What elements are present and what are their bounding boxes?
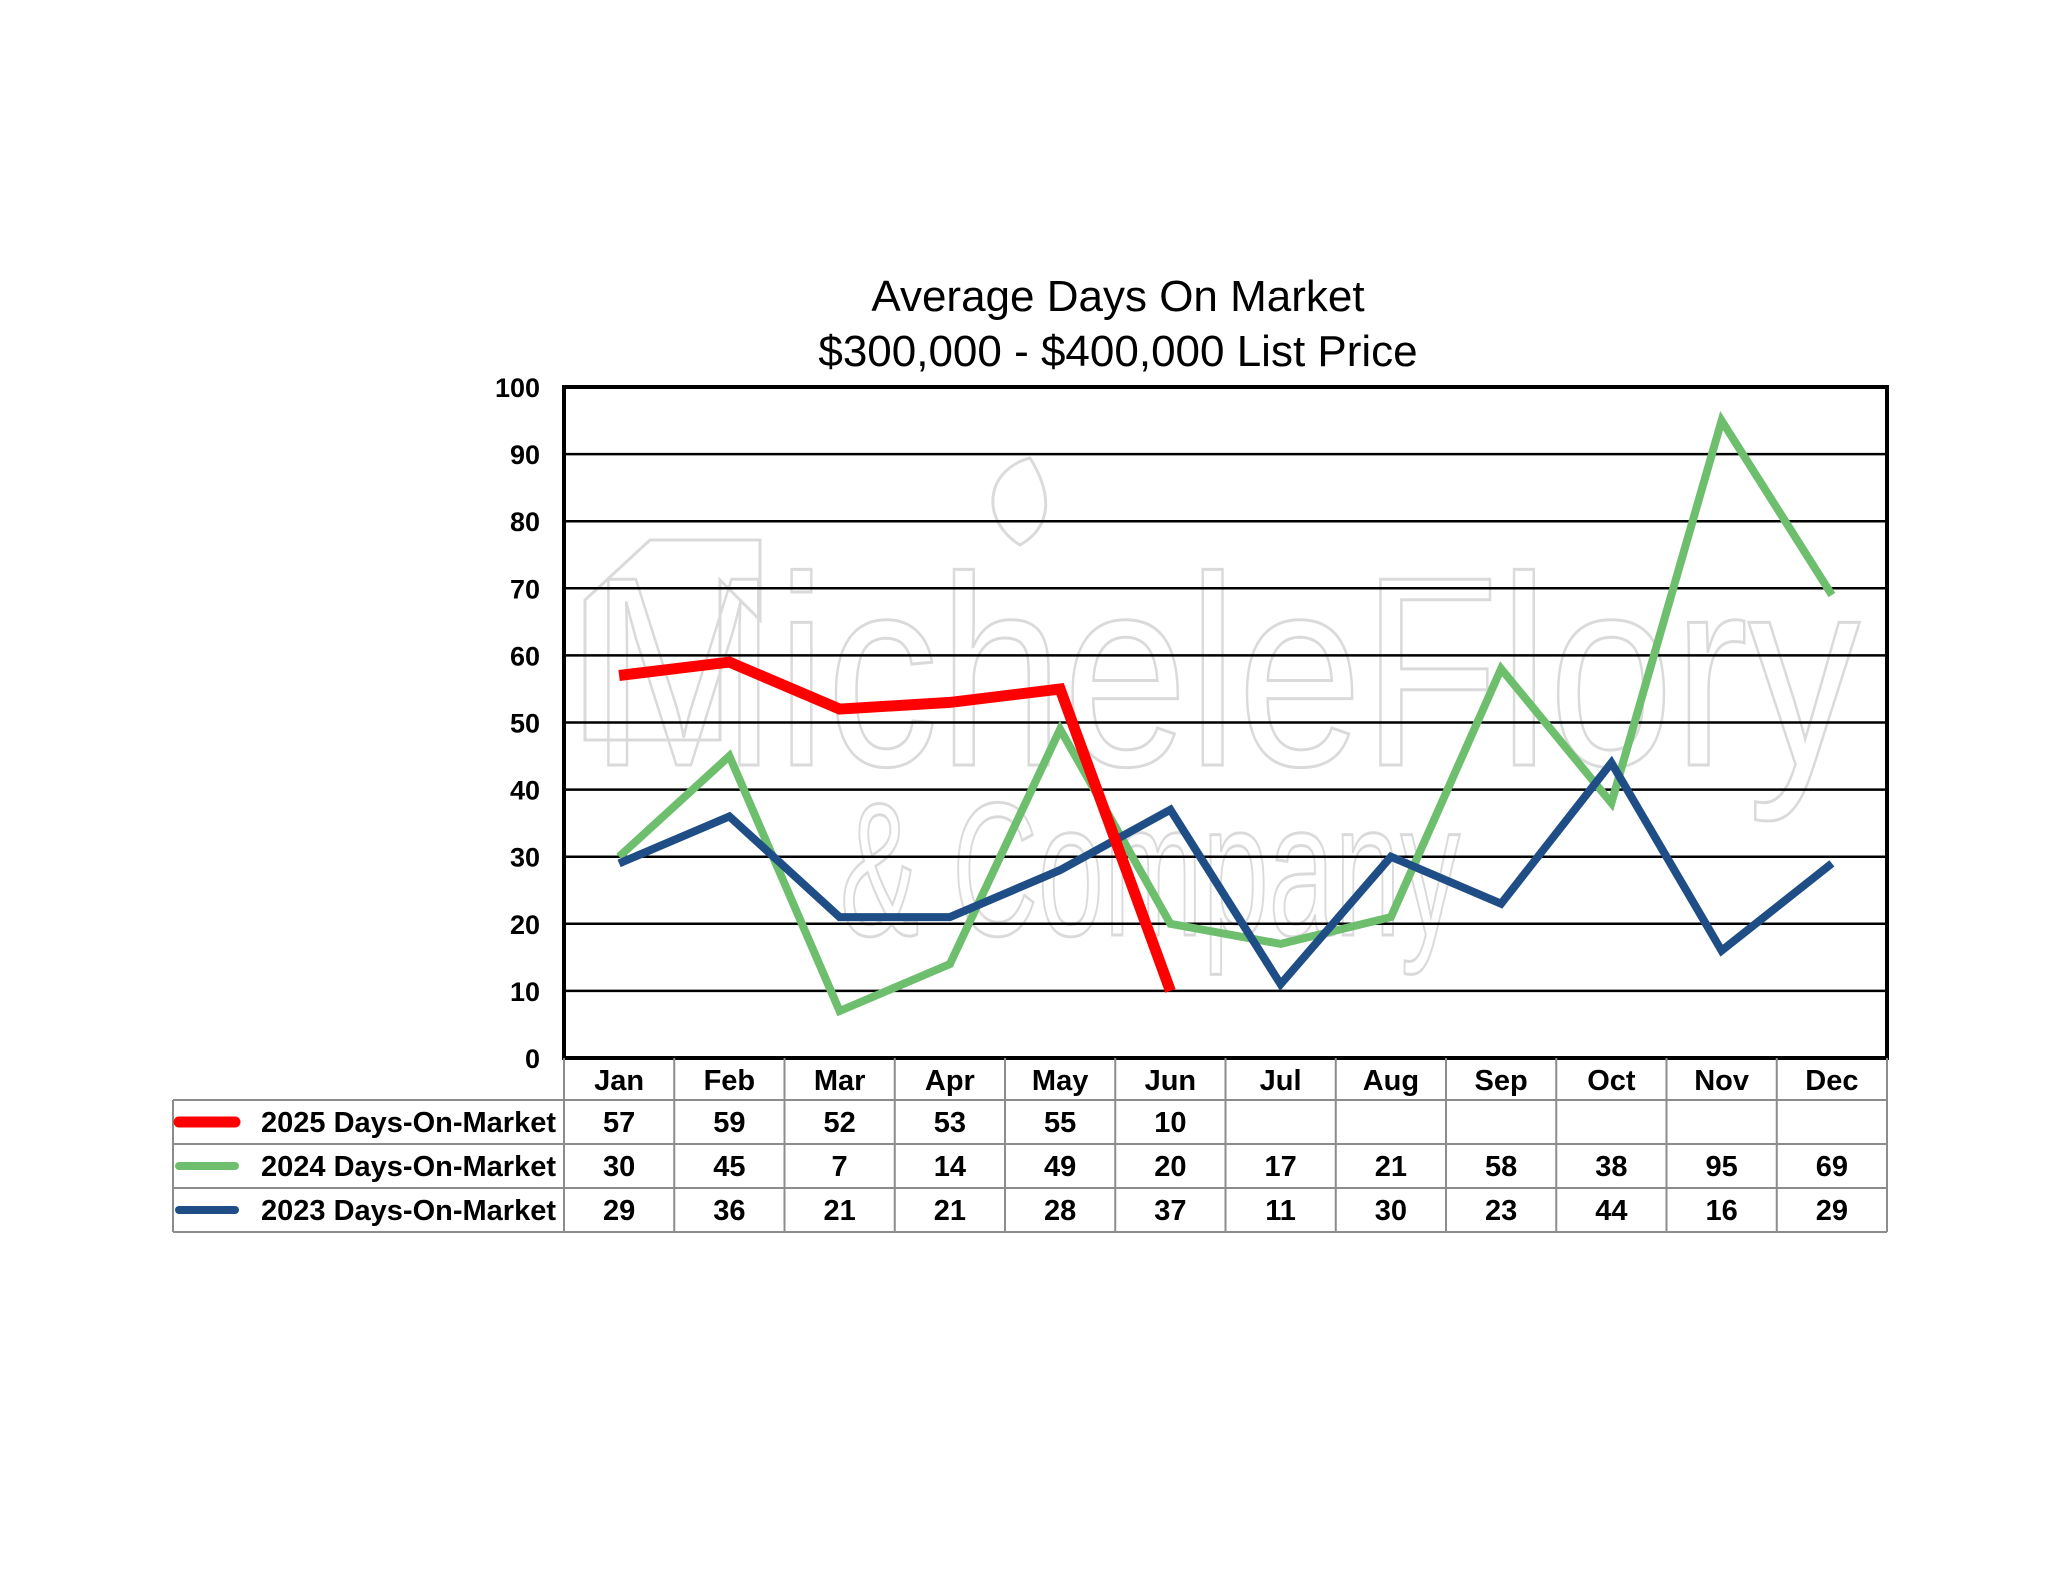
data-label: 95 [1705,1151,1737,1183]
gridlines [564,452,1887,993]
data-label: 21 [934,1195,966,1227]
x-tick-label: Jan [594,1065,644,1097]
data-label: 44 [1595,1195,1627,1227]
x-tick-label: May [1032,1065,1088,1097]
chart-subtitle: $300,000 - $400,000 List Price [818,327,1417,376]
data-label: 37 [1154,1195,1186,1227]
y-tick-label: 70 [510,574,540,604]
data-label: 36 [713,1195,745,1227]
y-tick-label: 40 [510,776,540,806]
data-label: 28 [1044,1195,1076,1227]
x-tick-label: Sep [1475,1065,1528,1097]
x-tick-label: Dec [1805,1065,1858,1097]
x-tick-label: Apr [925,1065,975,1097]
house-logo-icon [583,538,762,742]
data-label: 14 [934,1151,966,1183]
data-table: Jan Feb Mar Apr May Jun Jul Aug Sep Oct Nov Dec 2025… [172,1058,1888,1233]
x-tick-label: Jun [1145,1065,1197,1097]
y-tick-label: 90 [510,440,540,470]
y-tick-label: 50 [510,709,540,739]
data-label: 55 [1044,1107,1076,1139]
data-label: 29 [1816,1195,1848,1227]
x-tick-label: Mar [814,1065,866,1097]
chart-title: Average Days On Market [871,272,1364,321]
data-label: 57 [603,1107,635,1139]
data-label: 21 [1375,1151,1407,1183]
x-tick-label: Oct [1587,1065,1636,1097]
series-lines [616,410,1836,1017]
x-tick-label: Jul [1260,1065,1302,1097]
y-tick-label: 30 [510,843,540,873]
y-tick-label: 10 [510,977,540,1007]
data-label: 53 [934,1107,966,1139]
legend-label: 2023 Days-On-Market [261,1195,556,1227]
data-label: 49 [1044,1151,1076,1183]
data-label: 23 [1485,1195,1517,1227]
data-label: 11 [1265,1195,1296,1227]
y-tick-label: 0 [525,1044,540,1074]
data-label: 20 [1154,1151,1186,1183]
data-label: 17 [1264,1151,1296,1183]
data-label: 69 [1816,1151,1848,1183]
x-tick-label: Aug [1363,1065,1419,1097]
data-label: 29 [603,1195,635,1227]
data-label: 7 [832,1151,848,1183]
data-label: 30 [1375,1195,1407,1227]
series-line-2 [617,755,1835,991]
y-tick-label: 80 [510,507,540,537]
data-label: 38 [1595,1151,1627,1183]
y-axis: 0 10 20 30 40 50 60 70 80 90 100 [495,373,540,1074]
data-label: 10 [1154,1107,1186,1139]
y-tick-label: 100 [495,373,540,403]
data-label: 30 [603,1151,635,1183]
y-tick-label: 60 [510,641,540,671]
data-label: 45 [713,1151,745,1183]
data-label: 59 [713,1107,745,1139]
y-tick-label: 20 [510,910,540,940]
data-label: 21 [823,1195,855,1227]
legend-label: 2024 Days-On-Market [261,1151,556,1183]
series-line-0 [618,656,1176,993]
data-label: 16 [1705,1195,1737,1227]
data-label: 52 [823,1107,855,1139]
x-tick-label: Nov [1694,1065,1749,1097]
data-label: 58 [1485,1151,1517,1183]
x-tick-label: Feb [704,1065,756,1097]
legend-label: 2025 Days-On-Market [261,1107,556,1139]
series-line-1 [616,410,1836,1017]
